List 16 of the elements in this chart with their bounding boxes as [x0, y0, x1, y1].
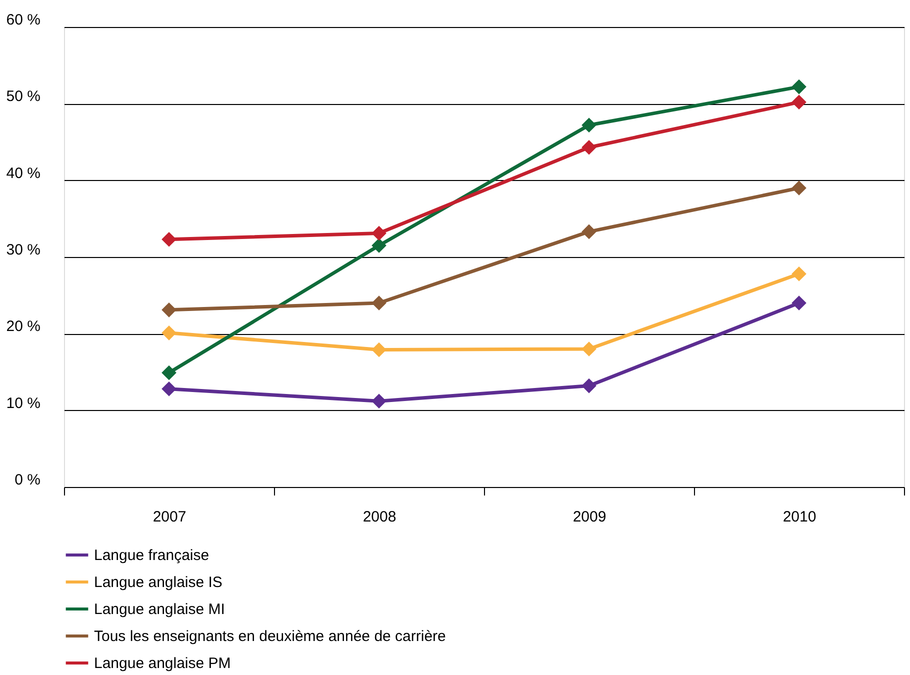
y-tick-label: 60 % [6, 12, 40, 28]
legend-label: Langue anglaise IS [94, 574, 222, 591]
y-tick-label: 10 % [6, 394, 40, 412]
x-tick-label: 2008 [362, 508, 396, 526]
y-tick-label: 40 % [6, 164, 40, 182]
legend-label: Tous les enseignants en deuxième année de carrière [94, 628, 446, 645]
x-tick-label: 2010 [782, 508, 816, 526]
legend-label: Langue anglaise MI [94, 601, 225, 618]
legend-label: Langue anglaise PM [94, 655, 231, 672]
y-tick-label: 30 % [6, 242, 40, 258]
y-tick-label: 20 % [6, 318, 40, 336]
y-tick-label: 0 % [14, 472, 40, 488]
x-tick-label: 2007 [152, 508, 186, 526]
legend-label: Langue française [94, 547, 210, 564]
x-tick-label: 2009 [572, 508, 606, 526]
y-tick-label: 50 % [6, 88, 40, 106]
